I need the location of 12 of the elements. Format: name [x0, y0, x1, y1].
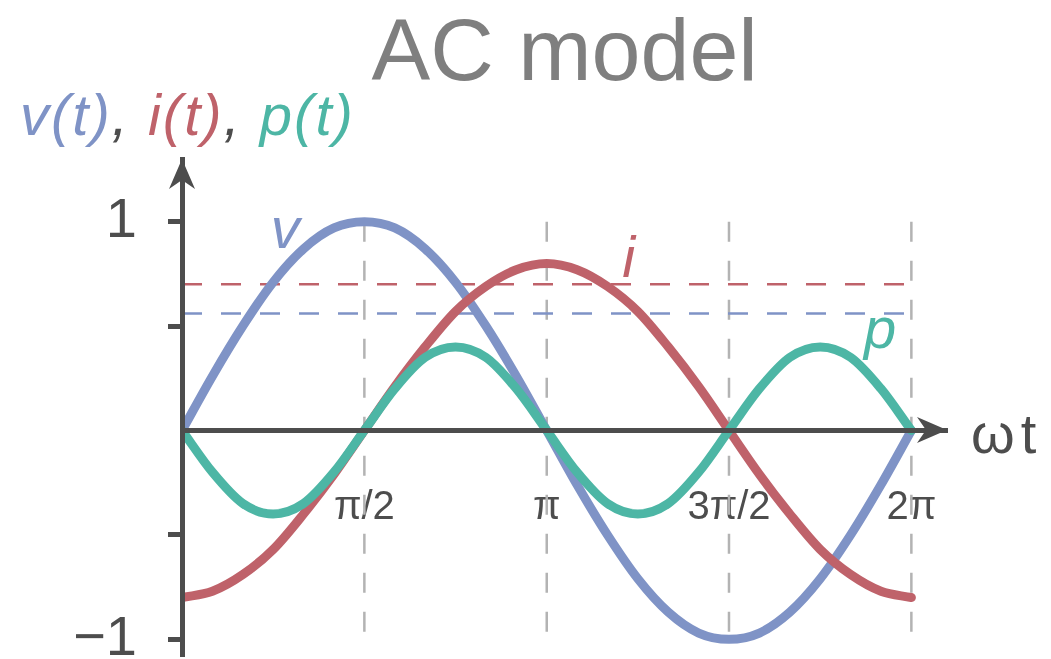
y-axis-title: v(t), i(t), p(t): [20, 82, 355, 147]
x-axis-title: ωt: [971, 402, 1043, 466]
series-label: v: [270, 194, 303, 260]
series-label: i: [622, 224, 638, 290]
series-label: p: [862, 294, 897, 360]
x-tick-label: 2π: [886, 482, 937, 527]
x-tick-label: π/2: [333, 482, 395, 527]
y-tick-label: 1: [105, 186, 137, 250]
chart-title: AC model: [371, 0, 758, 99]
x-tick-label: 3π/2: [687, 482, 771, 527]
x-tick-label: π: [532, 482, 561, 527]
y-tick-label: −1: [73, 603, 137, 659]
